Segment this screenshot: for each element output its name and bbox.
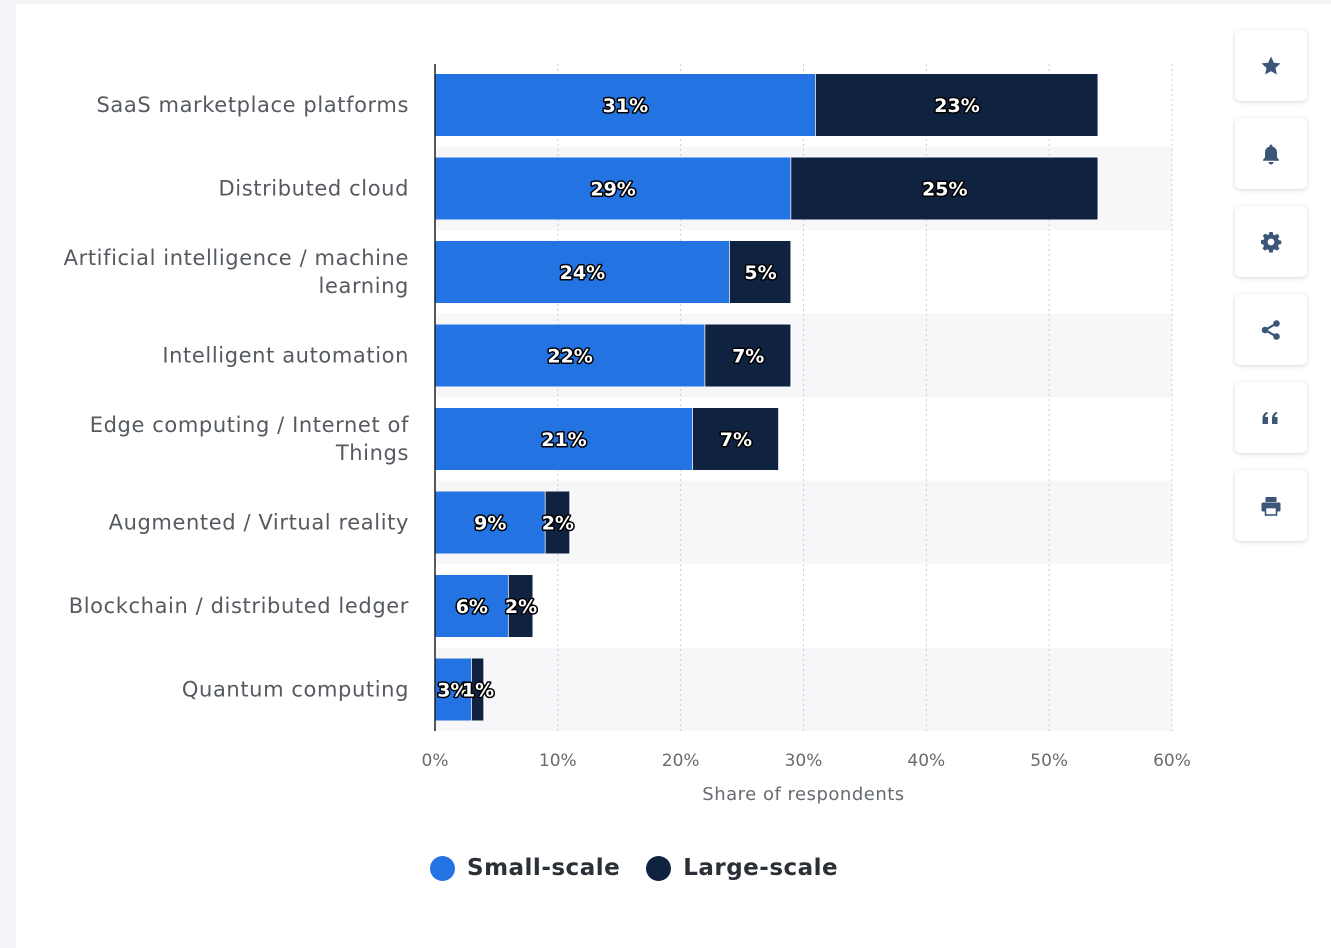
- x-tick-label: 50%: [1030, 751, 1068, 771]
- quote-icon: [1262, 411, 1278, 424]
- bar-small-scale-quantum-computing: [435, 658, 472, 721]
- data-label-large-scale: 2%: [505, 596, 537, 618]
- data-label-large-scale: 23%: [934, 95, 979, 117]
- data-label-large-scale: 7%: [732, 346, 764, 368]
- bar-small-scale-artificial-intelligence-machine-learning: [435, 241, 730, 303]
- cite-button[interactable]: [1235, 382, 1307, 453]
- data-label-small-scale: 3%: [437, 680, 469, 702]
- data-label-small-scale: 21%: [541, 429, 586, 451]
- category-label: learning: [319, 274, 409, 298]
- category-label: Quantum computing: [182, 678, 409, 702]
- legend-label-large-scale: Large-scale: [683, 855, 839, 881]
- legend-dot-small-scale: [430, 855, 455, 881]
- data-label-small-scale: 31%: [603, 95, 648, 117]
- share-button[interactable]: [1235, 294, 1307, 365]
- settings-button[interactable]: [1235, 206, 1307, 277]
- bar-large-scale-augmented-virtual-reality: [545, 491, 571, 554]
- category-label: Things: [335, 441, 409, 465]
- x-tick-label: 10%: [539, 751, 577, 771]
- bell-icon: [1263, 144, 1279, 164]
- side-toolbar: [1235, 30, 1307, 541]
- data-label-large-scale: 5%: [744, 262, 776, 284]
- print-icon: [1261, 496, 1281, 516]
- star-icon: [1261, 56, 1281, 74]
- data-label-small-scale: 9%: [474, 513, 506, 535]
- data-label-large-scale: 7%: [720, 429, 752, 451]
- data-label-small-scale: 22%: [547, 346, 592, 368]
- category-label: Edge computing / Internet of: [90, 413, 409, 437]
- legend-item-small-scale[interactable]: Small-scale: [430, 855, 620, 881]
- bar-small-scale-augmented-virtual-reality: [435, 491, 546, 554]
- bar-small-scale-blockchain-distributed-ledger: [435, 575, 509, 637]
- favorite-button[interactable]: [1235, 30, 1307, 101]
- x-axis-title: Share of respondents: [702, 784, 904, 805]
- category-label: Augmented / Virtual reality: [109, 511, 409, 535]
- bar-large-scale-distributed-cloud: [791, 157, 1099, 220]
- chart-legend: Small-scale Large-scale: [430, 855, 838, 881]
- x-tick-label: 30%: [785, 751, 823, 771]
- category-label: Blockchain / distributed ledger: [69, 594, 409, 618]
- x-tick-label: 40%: [907, 751, 945, 771]
- legend-label-small-scale: Small-scale: [467, 855, 621, 881]
- x-tick-label: 60%: [1153, 751, 1191, 771]
- x-tick-label: 0%: [422, 751, 449, 771]
- data-label-large-scale: 25%: [922, 179, 967, 201]
- category-label: Artificial intelligence / machine: [64, 246, 409, 270]
- bar-small-scale-saas-marketplace-platforms: [435, 74, 816, 136]
- data-label-small-scale: 6%: [456, 596, 488, 618]
- legend-dot-large-scale: [646, 855, 672, 881]
- x-tick-label: 20%: [662, 751, 700, 771]
- bar-large-scale-quantum-computing: [471, 658, 485, 721]
- legend-item-large-scale[interactable]: Large-scale: [646, 855, 838, 881]
- category-label: Distributed cloud: [218, 177, 409, 201]
- category-label: Intelligent automation: [162, 344, 409, 368]
- category-label: SaaS marketplace platforms: [96, 93, 409, 117]
- bar-small-scale-edge-computing-internet-of-things: [435, 408, 693, 470]
- bar-large-scale-blockchain-distributed-ledger: [508, 575, 534, 637]
- data-label-large-scale: 2%: [542, 513, 574, 535]
- bar-large-scale-artificial-intelligence-machine-learning: [729, 241, 792, 303]
- bar-large-scale-edge-computing-internet-of-things: [692, 408, 779, 470]
- data-label-large-scale: 1%: [462, 680, 494, 702]
- share-icon: [1261, 319, 1280, 340]
- bar-large-scale-saas-marketplace-platforms: [815, 74, 1099, 136]
- data-label-small-scale: 24%: [560, 262, 605, 284]
- bar-small-scale-intelligent-automation: [435, 324, 706, 387]
- data-label-small-scale: 29%: [590, 179, 635, 201]
- print-button[interactable]: [1235, 470, 1307, 541]
- bar-large-scale-intelligent-automation: [705, 324, 792, 387]
- gear-icon: [1261, 231, 1282, 253]
- bar-small-scale-distributed-cloud: [435, 157, 792, 220]
- notification-button[interactable]: [1235, 118, 1307, 189]
